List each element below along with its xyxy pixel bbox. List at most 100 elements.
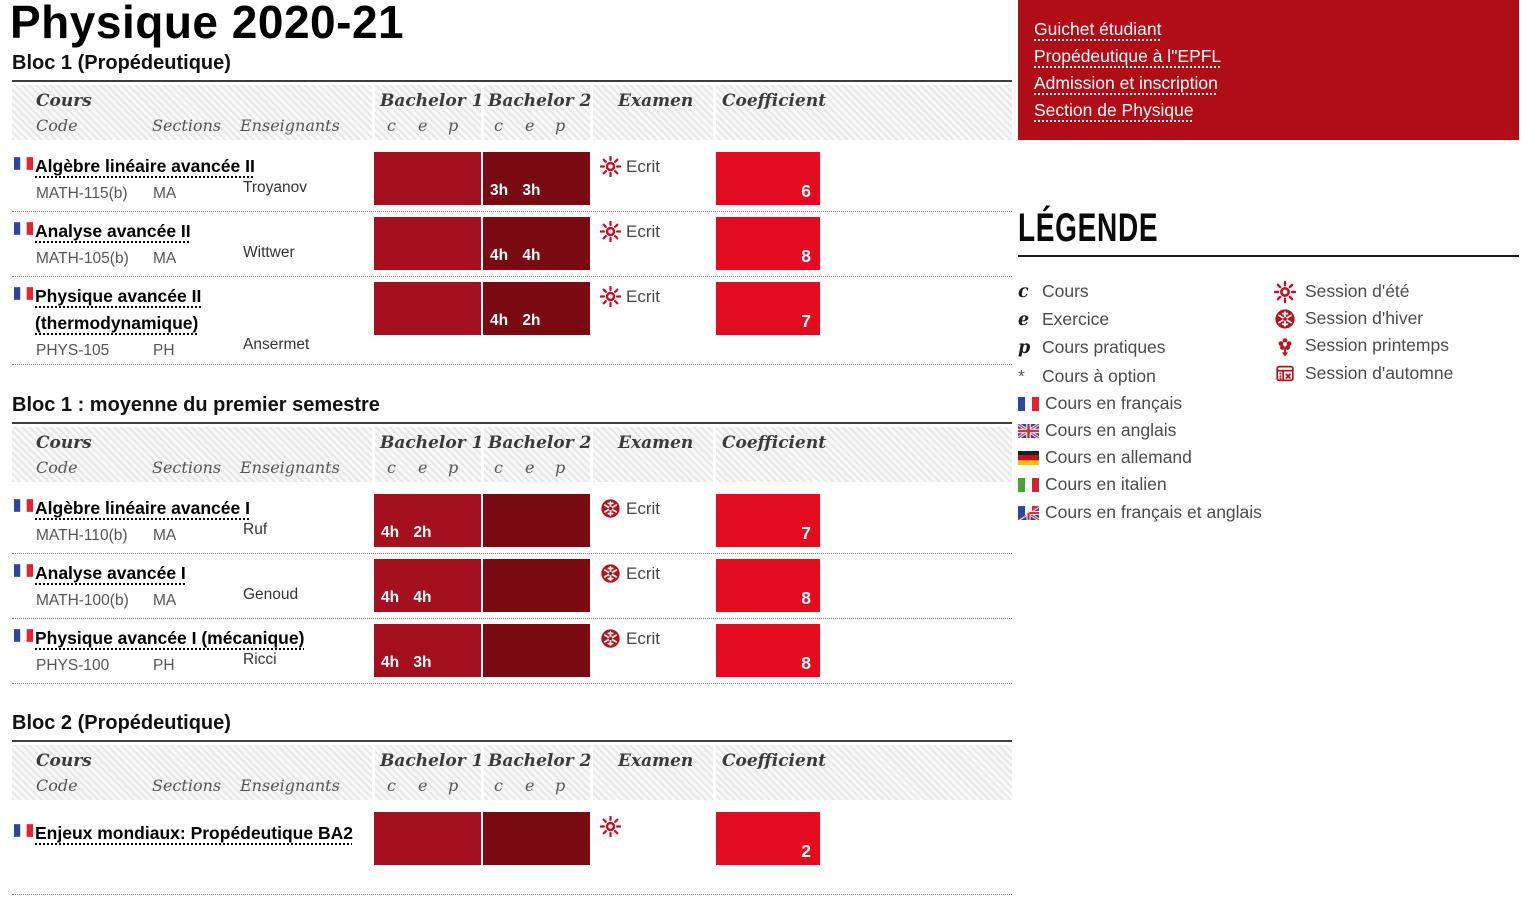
col-enseignants: Enseignants [240,116,340,135]
course-teacher: Ricci [243,651,277,669]
coefficient-block: 6 [716,152,820,205]
course-code: MATH-115(b) [36,185,128,203]
course-row: Algèbre linéaire avancée I MATH-110(b) M… [12,494,1012,559]
course-link[interactable]: Enjeux mondiaux: Propédeutique BA2 [35,823,353,843]
bachelor2-block: 4h 2h [483,282,590,335]
course-section: MA [153,185,176,203]
winter-session-icon [600,498,621,519]
french-flag-icon [14,222,33,235]
winter-session-icon [600,628,621,649]
french-flag-icon [14,157,33,170]
summer-session-icon [600,286,621,307]
course-link[interactable]: Analyse avancée I [35,563,186,583]
exam-type: Ecrit [626,157,660,177]
bloc-heading: Bloc 2 (Propédeutique) [12,712,1012,742]
course-teacher: Genoud [243,586,298,604]
bachelor2-block [483,624,590,677]
bachelor2-block [483,559,590,612]
french-flag-icon [14,564,33,577]
course-teacher: Ruf [243,521,267,539]
exam-type: Ecrit [626,564,660,584]
legend-item-cours-option: * Cours à option [1018,363,1268,390]
bloc-heading: Bloc 1 (Propédeutique) [12,52,1012,82]
legend-rule [1018,255,1519,257]
summer-session-icon [1274,281,1296,303]
french-flag-icon [14,629,33,642]
table-header: Cours Bachelor 1 Bachelor 2 Examen Coeff… [12,427,1012,482]
link-section-physique[interactable]: Section de Physique [1034,97,1194,124]
summer-session-icon [600,221,621,242]
legend-item-cours-pratiques: p Cours pratiques [1018,334,1268,362]
winter-session-icon [600,563,621,584]
table-header: Cours Bachelor 1 Bachelor 2 Examen Coeff… [12,85,1012,140]
bachelor1-block [374,282,481,335]
course-section: MA [153,592,176,610]
course-section: MA [153,250,176,268]
quick-links-box: Guichet étudiant Propédeutique à l"EPFL … [1018,0,1519,140]
bloc-1-moyenne: Bloc 1 : moyenne du premier semestre Cou… [12,394,1012,689]
exam-type: Ecrit [626,499,660,519]
course-code: MATH-105(b) [36,250,129,268]
course-row: Analyse avancée II MATH-105(b) MA Wittwe… [12,217,1012,282]
course-link[interactable]: Algèbre linéaire avancée I [35,498,250,518]
legend-item-session-ete: Session d'été [1274,278,1453,305]
legend-item-anglais: Cours en anglais [1018,417,1268,444]
col-bachelor2: Bachelor 2 [488,91,591,111]
course-code: PHYS-100 [36,657,109,675]
course-row: Physique avancée I (mécanique) PHYS-100 … [12,624,1012,689]
course-row: Physique avancée II (thermodynamique) PH… [12,282,1012,370]
link-propedeutique-epfl[interactable]: Propédeutique à l"EPFL [1034,43,1221,70]
col-bachelor1: Bachelor 1 [380,91,483,111]
legend-title: LÉGENDE [1018,206,1369,251]
course-code: PHYS-105 [36,342,109,360]
exam-type: Ecrit [626,222,660,242]
legend-item-session-hiver: Session d'hiver [1274,305,1453,332]
german-flag-icon [1018,451,1039,465]
course-link[interactable]: Physique avancée I (mécanique) [35,628,304,648]
spring-session-icon [1274,335,1296,357]
french-flag-icon [1018,397,1039,411]
legend-item-italien: Cours en italien [1018,471,1268,498]
bloc-1: Bloc 1 (Propédeutique) Cours Bachelor 1 … [12,52,1012,370]
course-link[interactable]: Physique avancée II (thermodynamique) [35,286,201,333]
table-header: Cours Bachelor 1 Bachelor 2 Examen Coeff… [12,745,1012,800]
bachelor1-block [374,152,481,205]
coefficient-block: 7 [716,494,820,547]
summer-session-icon [600,156,621,177]
bachelor1-block [374,812,481,865]
course-section: PH [153,657,175,675]
bachelor2-block [483,812,590,865]
course-row: Algèbre linéaire avancée II MATH-115(b) … [12,152,1012,217]
legend-item-allemand: Cours en allemand [1018,444,1268,471]
link-admission-inscription[interactable]: Admission et inscription [1034,70,1218,97]
bachelor1-block: 4h 2h [374,494,481,547]
bachelor2-block [483,494,590,547]
bachelor1-block: 4h 3h [374,624,481,677]
coefficient-block: 8 [716,559,820,612]
bloc-2: Bloc 2 (Propédeutique) Cours Bachelor 1 … [12,712,1012,900]
course-section: PH [153,342,175,360]
uk-flag-icon [1018,424,1039,438]
course-link[interactable]: Algèbre linéaire avancée II [35,156,255,176]
french-flag-icon [14,824,33,837]
french-flag-icon [14,499,33,512]
col-cours: Cours [36,91,92,111]
legend: LÉGENDE c Cours e Exercice p Cours pratique… [1018,206,1519,526]
course-teacher: Troyanov [243,179,307,197]
summer-session-icon [600,816,621,837]
link-guichet-etudiant[interactable]: Guichet étudiant [1034,16,1161,43]
legend-item-session-automne: Session d'automne [1274,360,1453,387]
legend-item-session-printemps: Session printemps [1274,332,1453,359]
autumn-session-icon [1274,362,1296,384]
french-flag-icon [14,287,33,300]
col-sections: Sections [152,116,221,135]
bachelor2-block: 4h 4h [483,217,590,270]
course-teacher: Wittwer [243,244,295,262]
course-link[interactable]: Analyse avancée II [35,221,191,241]
coefficient-block: 7 [716,282,820,335]
coefficient-block: 8 [716,217,820,270]
coefficient-block: 8 [716,624,820,677]
bloc-heading: Bloc 1 : moyenne du premier semestre [12,394,1012,424]
course-code: MATH-110(b) [36,527,128,545]
bachelor2-block: 3h 3h [483,152,590,205]
